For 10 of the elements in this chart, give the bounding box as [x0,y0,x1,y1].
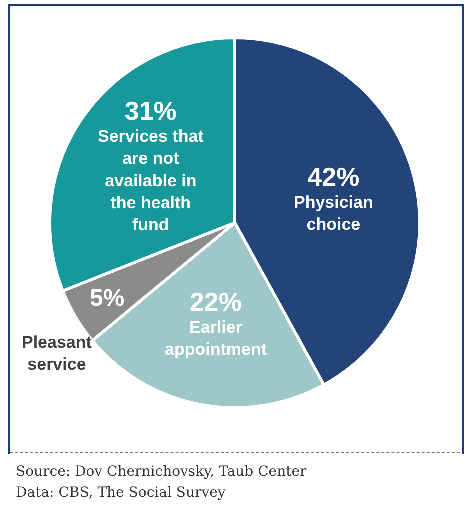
data-label: 5% [90,285,125,312]
slice-label: Physician choice [294,193,374,234]
data-label: 31% [124,96,177,126]
text: Data: CBS, The Social Survey [16,484,227,503]
slice-label: Services that are not available in the health fund [98,127,204,234]
data-label: 42% [308,162,360,192]
slice-label: Pleasant service [22,333,92,374]
data-label: 22% [190,287,242,317]
slice-label: Earlier appointment [165,318,268,360]
source-note: Source: Dov Chernichovsky, Taub Center [16,463,307,482]
